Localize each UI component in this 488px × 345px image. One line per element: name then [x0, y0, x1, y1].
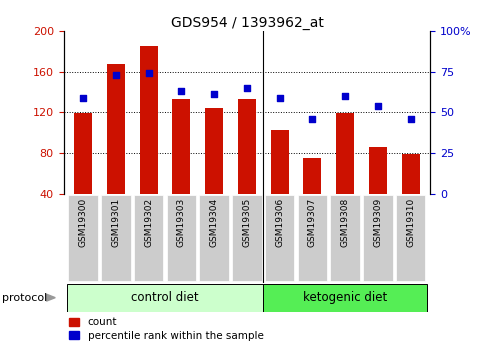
Bar	[140, 46, 158, 194]
Text: ketogenic diet: ketogenic diet	[303, 291, 386, 304]
Text: GSM19307: GSM19307	[307, 198, 316, 247]
Bar	[107, 63, 125, 194]
Point	[177, 88, 185, 94]
FancyBboxPatch shape	[330, 195, 359, 281]
Text: GSM19303: GSM19303	[177, 198, 185, 247]
Bar	[335, 114, 353, 194]
Text: GSM19309: GSM19309	[373, 198, 382, 247]
Text: GSM19304: GSM19304	[209, 198, 218, 247]
Point	[79, 95, 87, 100]
FancyBboxPatch shape	[363, 195, 392, 281]
FancyBboxPatch shape	[395, 195, 425, 281]
Point	[341, 93, 348, 99]
Bar	[74, 114, 92, 194]
Legend: count, percentile rank within the sample: count, percentile rank within the sample	[69, 317, 263, 341]
FancyBboxPatch shape	[232, 195, 261, 281]
FancyBboxPatch shape	[199, 195, 228, 281]
Point	[144, 71, 152, 76]
Text: GSM19310: GSM19310	[406, 198, 414, 247]
Point	[112, 72, 120, 78]
Point	[308, 116, 316, 121]
FancyBboxPatch shape	[68, 195, 98, 281]
Point	[406, 116, 414, 121]
Point	[275, 95, 283, 100]
Text: protocol: protocol	[2, 293, 48, 303]
FancyBboxPatch shape	[67, 284, 263, 312]
Text: GSM19306: GSM19306	[275, 198, 284, 247]
FancyBboxPatch shape	[166, 195, 196, 281]
Point	[373, 103, 381, 109]
Text: GSM19308: GSM19308	[340, 198, 349, 247]
Bar	[401, 154, 419, 194]
Bar	[270, 130, 288, 194]
Bar	[172, 99, 190, 194]
FancyBboxPatch shape	[134, 195, 163, 281]
Point	[210, 92, 218, 97]
Text: GSM19305: GSM19305	[242, 198, 251, 247]
Text: control diet: control diet	[131, 291, 199, 304]
Bar	[368, 147, 386, 194]
FancyBboxPatch shape	[263, 284, 426, 312]
Bar	[238, 99, 255, 194]
Text: GSM19301: GSM19301	[111, 198, 120, 247]
Point	[243, 85, 250, 91]
FancyBboxPatch shape	[297, 195, 326, 281]
Text: GSM19300: GSM19300	[79, 198, 87, 247]
FancyBboxPatch shape	[101, 195, 130, 281]
Bar	[303, 158, 321, 194]
FancyBboxPatch shape	[264, 195, 294, 281]
Title: GDS954 / 1393962_at: GDS954 / 1393962_at	[170, 16, 323, 30]
Text: GSM19302: GSM19302	[144, 198, 153, 247]
Bar	[205, 108, 223, 194]
